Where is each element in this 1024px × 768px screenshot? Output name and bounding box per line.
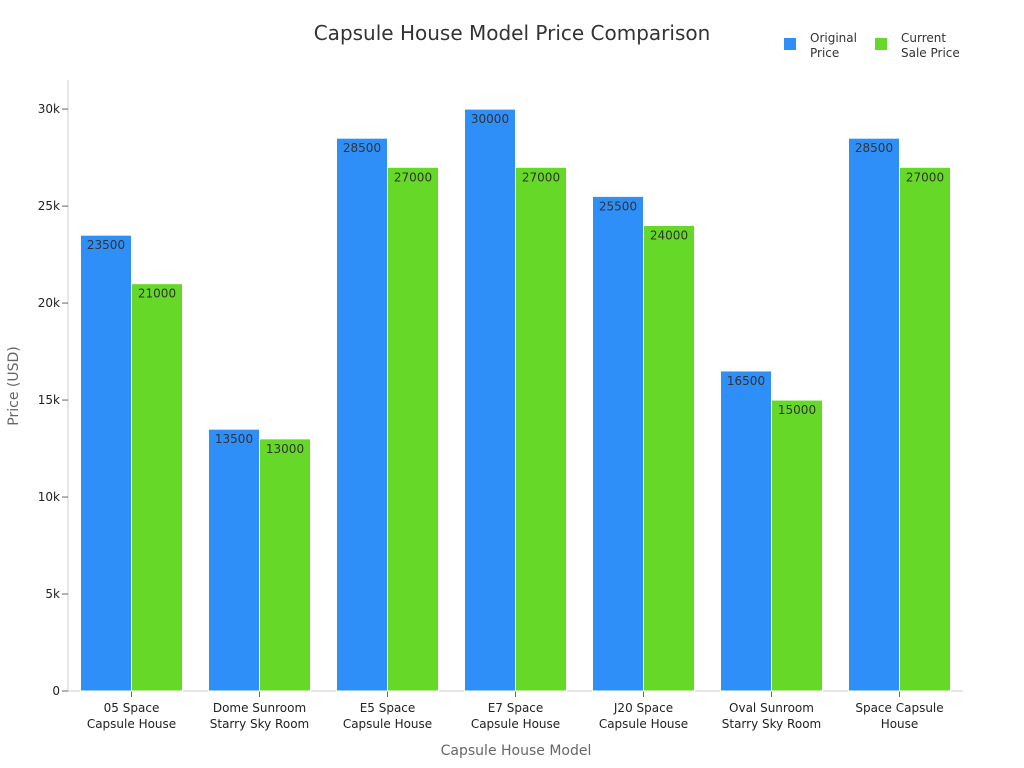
bar <box>720 370 772 692</box>
chart-title: Capsule House Model Price Comparison <box>314 21 711 45</box>
bar-value-label: 16500 <box>727 374 765 388</box>
bar-value-label: 24000 <box>650 228 688 242</box>
y-tick-label: 5k <box>45 587 60 601</box>
bar <box>208 428 260 692</box>
bar-value-label: 27000 <box>906 170 944 184</box>
x-axis-title: Capsule House Model <box>441 743 592 759</box>
x-tick-label: Space Capsule House <box>855 701 943 731</box>
bar-value-label: 13500 <box>215 432 253 446</box>
x-tick-label: E7 Space Capsule House <box>471 701 560 731</box>
bar-value-label: 13000 <box>266 442 304 456</box>
legend-label: Current Sale Price <box>901 31 960 60</box>
bar <box>771 399 823 692</box>
bar <box>592 195 644 692</box>
x-tick-label: 05 Space Capsule House <box>87 701 176 731</box>
y-tick-label: 20k <box>38 296 60 310</box>
y-tick-label: 30k <box>38 102 60 116</box>
bar-value-label: 28500 <box>343 141 381 155</box>
bar-value-label: 30000 <box>471 112 509 126</box>
bar <box>336 137 388 692</box>
x-tick-label: Oval Sunroom Starry Sky Room <box>722 701 821 731</box>
bar <box>643 224 695 692</box>
x-tick-label: J20 Space Capsule House <box>599 701 688 731</box>
y-tick-label: 0 <box>52 684 60 698</box>
legend: Original Price Current Sale Price <box>784 31 960 60</box>
bar <box>899 166 951 692</box>
bar-value-label: 27000 <box>394 170 432 184</box>
bar-value-label: 23500 <box>87 238 125 252</box>
y-tick-label: 25k <box>38 199 60 213</box>
bar-value-label: 28500 <box>855 141 893 155</box>
x-tick-label: E5 Space Capsule House <box>343 701 432 731</box>
bar-value-label: 25500 <box>599 199 637 213</box>
axes: 0 5k 10k 15k 20k 25k 30k 05 Space Capsule House D… <box>38 80 963 731</box>
bar-value-label: 15000 <box>778 403 816 417</box>
y-axis-title: Price (USD) <box>6 346 22 425</box>
data-labels: 23500 21000 13500 13000 28500 27000 30000 27000… <box>87 112 944 456</box>
bar <box>464 108 516 692</box>
bars <box>80 108 951 692</box>
legend-label: Original Price <box>810 31 857 60</box>
bar-value-label: 27000 <box>522 170 560 184</box>
bar <box>80 234 132 692</box>
bar-value-label: 21000 <box>138 287 176 301</box>
bar <box>848 137 900 692</box>
legend-swatch <box>875 38 887 50</box>
bar <box>387 166 439 692</box>
bar <box>259 438 311 692</box>
y-tick-label: 15k <box>38 393 60 407</box>
bar <box>131 283 183 692</box>
legend-swatch <box>784 38 796 50</box>
y-tick-label: 10k <box>38 490 60 504</box>
bar <box>515 166 567 692</box>
x-tick-label: Dome Sunroom Starry Sky Room <box>210 701 309 731</box>
